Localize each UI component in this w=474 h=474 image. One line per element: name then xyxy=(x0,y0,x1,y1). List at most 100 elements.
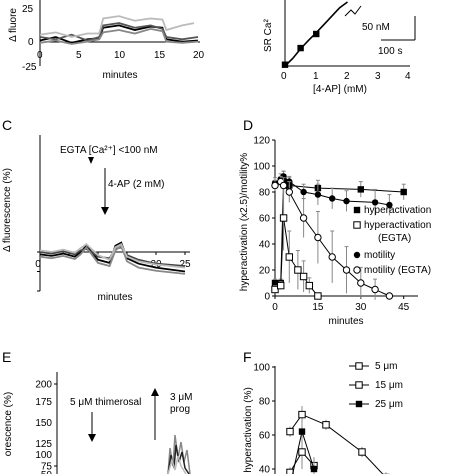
data-point xyxy=(371,199,379,206)
data-point xyxy=(386,201,393,209)
y-tick-label: 175 xyxy=(35,397,52,408)
scale-bar-horizontal-label: 100 s xyxy=(378,46,402,57)
y-axis-label: Δ fluore xyxy=(8,8,19,42)
legend-marker xyxy=(355,400,363,408)
data-point xyxy=(271,181,279,190)
series-line xyxy=(39,22,199,42)
legend-marker xyxy=(353,206,361,214)
data-point xyxy=(329,195,336,202)
arrow-prog-icon xyxy=(151,388,159,396)
x-tick-label: 45 xyxy=(398,302,410,313)
data-point xyxy=(271,285,279,294)
series-line xyxy=(39,242,186,269)
data-point xyxy=(285,188,293,196)
data-point xyxy=(305,281,314,290)
legend: hyperactivation hyperactivation (EGTA) moti… xyxy=(353,205,431,276)
y-tick-label: 125 xyxy=(35,439,52,450)
data-point xyxy=(310,465,318,473)
data-point xyxy=(298,410,306,419)
panel-label-d: D xyxy=(243,117,253,133)
y-axis-label: SR Ca² xyxy=(263,19,274,52)
y-tick-label: -25 xyxy=(22,62,37,73)
y-tick-label: 25 xyxy=(22,4,34,15)
y-tick-label: 120 xyxy=(253,136,270,147)
trace-inset xyxy=(344,5,362,17)
data-point xyxy=(271,279,279,287)
annotation-prog-1: 3 μM xyxy=(170,392,192,403)
y-tick-label: 150 xyxy=(35,418,52,429)
legend-marker xyxy=(355,362,363,370)
y-tick-label: 60 xyxy=(259,214,271,225)
legend-label: motility (EGTA) xyxy=(364,265,431,276)
data-point xyxy=(400,188,407,196)
data-point xyxy=(285,253,294,261)
x-tick-label: 30 xyxy=(355,302,367,313)
panel-d: 0 20 40 60 80 100 120 0 15 30 45 hyperactivation … xyxy=(239,136,431,328)
annotation-egta: EGTA [Ca²⁺] <100 nM xyxy=(60,145,158,156)
y-tick-label: 80 xyxy=(259,397,271,408)
x-tick-label: 5 xyxy=(76,50,82,61)
data-point xyxy=(286,427,294,436)
y-tick-label: 50 xyxy=(41,470,53,474)
x-tick-label: 25 xyxy=(179,259,191,270)
x-tick-label: 3 xyxy=(375,71,381,82)
data-point xyxy=(279,214,288,222)
x-tick-label: 2 xyxy=(344,71,350,82)
data-point xyxy=(371,285,379,294)
data-point xyxy=(385,292,394,300)
series-line xyxy=(289,413,384,474)
panel-b: 0 1 2 3 4 [4-AP] (mM) SR Ca² 50 nM 100 s xyxy=(263,0,416,95)
legend-label: (EGTA) xyxy=(378,233,411,244)
y-tick-label: 20 xyxy=(259,266,271,277)
panel-c: 20 250 Δ fluorescence (%) minutes EGTA [C… xyxy=(2,135,191,303)
x-axis-label: minutes xyxy=(102,70,137,81)
y-tick-label: 40 xyxy=(259,240,271,251)
y-tick-label: 100 xyxy=(253,363,270,374)
data-point xyxy=(358,448,366,456)
y-tick-label: 100 xyxy=(253,162,270,173)
legend-marker xyxy=(353,251,361,259)
y-axis-label: hyperactivation (%) xyxy=(243,387,254,473)
x-tick-label: 0 xyxy=(37,50,43,61)
series-line xyxy=(39,15,195,38)
data-point xyxy=(322,421,330,429)
x-tick-label: 1 xyxy=(313,71,319,82)
arrow-egta-icon xyxy=(88,157,94,164)
data-point xyxy=(300,188,307,196)
y-tick-label: 100 xyxy=(35,450,52,461)
x-axis-label: minutes xyxy=(97,292,132,303)
x-tick-label: 20 xyxy=(193,50,205,61)
y-axis-label: Δ fluorescence (%) xyxy=(2,168,13,252)
legend-label: 5 μm xyxy=(375,361,397,372)
panel-f: 100 80 60 40 hyperactivation (%) 5 μm 15 μm 2… xyxy=(243,361,403,474)
legend: 5 μm 15 μm 25 μm xyxy=(349,361,403,410)
data-point xyxy=(343,197,350,205)
y-tick-label: 80 xyxy=(259,188,271,199)
data-point xyxy=(314,292,322,300)
x-tick-label: 0 xyxy=(281,71,287,82)
arrow-thimerosal-icon xyxy=(88,434,96,442)
data-point xyxy=(298,428,306,435)
legend-label: 25 μm xyxy=(375,399,403,410)
legend-marker xyxy=(353,221,361,229)
panel-a: 25 0 -25 Δ fluore 0 5 10 15 20 minutes xyxy=(8,0,205,81)
y-tick-label: 0 xyxy=(28,37,34,48)
trace-gray xyxy=(167,434,191,474)
x-tick-label: 4 xyxy=(405,71,411,82)
arrow-4ap-icon xyxy=(101,207,109,215)
legend-marker xyxy=(355,381,363,389)
data-point xyxy=(342,266,351,274)
data-point xyxy=(277,281,285,290)
data-point xyxy=(299,272,308,281)
panel-label-f: F xyxy=(243,349,252,365)
data-point xyxy=(328,253,336,261)
x-axis-label: [4-AP] (mM) xyxy=(313,84,367,95)
series-line xyxy=(39,241,186,273)
x-axis-label: minutes xyxy=(328,316,363,327)
y-tick-label: 40 xyxy=(259,465,271,474)
legend-label: hyperactivation xyxy=(364,220,431,231)
x-tick-label: 0 xyxy=(35,259,41,270)
y-axis-label: hyperactivation (x2.5)/motility% xyxy=(239,153,250,291)
